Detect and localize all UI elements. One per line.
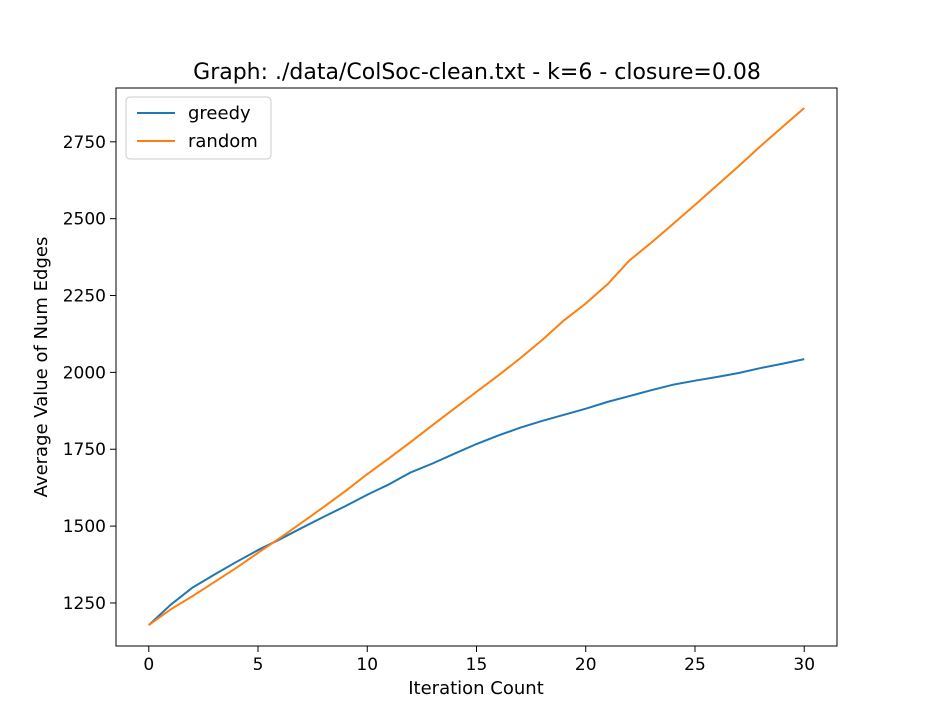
y-tick-label: 2500 xyxy=(63,210,106,230)
series-line-random xyxy=(148,107,805,626)
x-tick-label: 30 xyxy=(793,655,815,675)
x-axis: 0 5 10 15 20 25 30 xyxy=(143,646,815,675)
y-tick-label: 2250 xyxy=(63,287,106,307)
y-tick-label: 1250 xyxy=(63,594,106,614)
legend-label-random: random xyxy=(188,131,258,152)
legend-label-greedy: greedy xyxy=(188,103,251,124)
y-axis: 1250 1500 1750 2000 2250 2500 2750 xyxy=(63,133,116,614)
x-axis-label: Iteration Count xyxy=(408,678,544,699)
x-tick-label: 15 xyxy=(466,655,488,675)
x-tick-label: 20 xyxy=(575,655,597,675)
y-axis-label: Average Value of Num Edges xyxy=(31,237,52,498)
y-tick-label: 1500 xyxy=(63,517,106,537)
legend: greedy random xyxy=(125,96,272,160)
x-tick-label: 0 xyxy=(143,655,154,675)
x-tick-label: 10 xyxy=(356,655,378,675)
series-line-greedy xyxy=(148,358,805,626)
x-tick-label: 25 xyxy=(684,655,706,675)
x-tick-label: 5 xyxy=(253,655,264,675)
chart-title: Graph: ./data/ColSoc-clean.txt - k=6 - c… xyxy=(193,60,761,85)
y-tick-label: 1750 xyxy=(63,440,106,460)
series-layer xyxy=(148,107,805,626)
y-tick-label: 2000 xyxy=(63,363,106,383)
y-tick-label: 2750 xyxy=(63,133,106,153)
